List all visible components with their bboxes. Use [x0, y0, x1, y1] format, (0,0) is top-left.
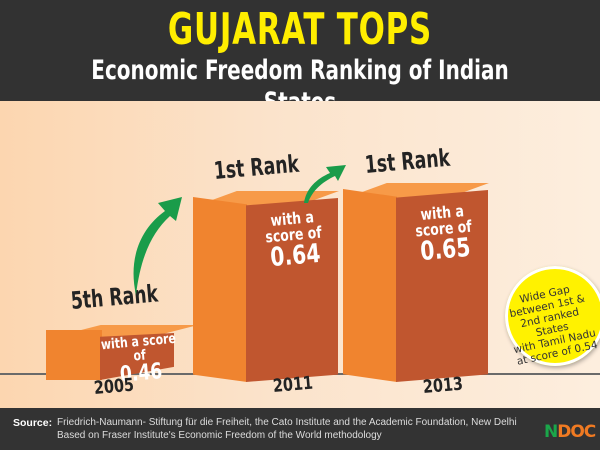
page-title: GUJARAT TOPS: [167, 4, 433, 55]
year-label-2011: 2011: [272, 372, 314, 397]
up-arrow-icon: [304, 165, 346, 203]
source-label: Source:: [13, 417, 53, 429]
chart-area: 5th Rank with a score of 0.46 2005 1st R…: [0, 101, 600, 408]
score-label-2011: with a score of 0.64: [264, 207, 323, 274]
year-label-2005: 2005: [93, 374, 135, 399]
rank-label-2013: 1st Rank: [363, 143, 452, 179]
source-line-2: Based on Fraser Institute's Economic Fre…: [57, 430, 382, 441]
year-label-2013: 2013: [422, 373, 464, 398]
score-label-2013: with a score of 0.65: [414, 201, 473, 268]
annotation-sticker: Wide Gap between 1st & 2nd ranked States…: [505, 266, 600, 368]
up-arrow-icon: [133, 197, 182, 295]
header: GUJARAT TOPS Economic Freedom Ranking of…: [0, 0, 600, 118]
rank-label-2011: 1st Rank: [212, 149, 301, 185]
source-line-1: Friedrich-Naumann- Stiftung für die Frei…: [57, 417, 517, 428]
footer: Source: Friedrich-Naumann- Stiftung für …: [0, 408, 600, 450]
ndoc-logo: NDOC: [544, 422, 596, 442]
